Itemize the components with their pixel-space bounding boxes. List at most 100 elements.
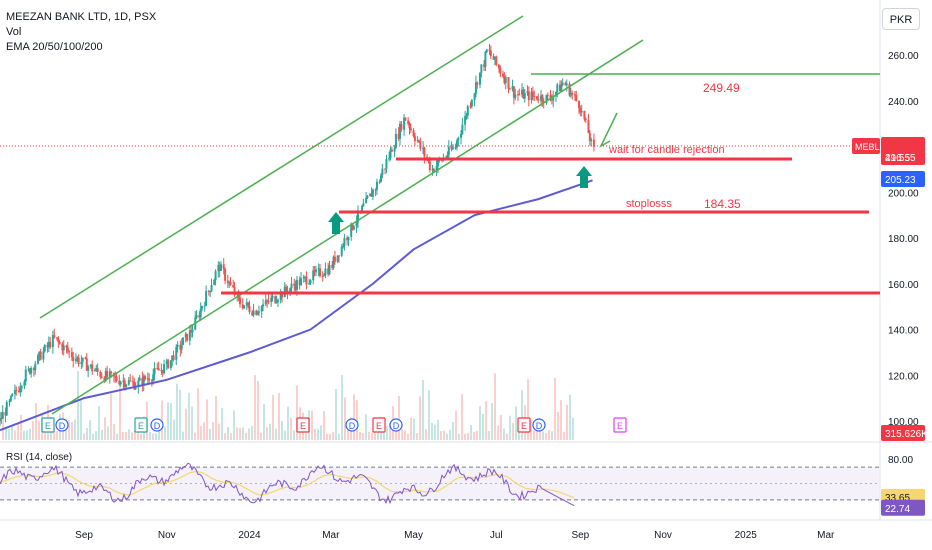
- volume-bar: [440, 431, 442, 440]
- volume-bar: [11, 425, 13, 440]
- volume-bar: [119, 384, 121, 440]
- volume-bar: [77, 371, 79, 440]
- volume-bar: [92, 433, 94, 440]
- volume-bar: [275, 428, 277, 440]
- candle-body: [256, 312, 259, 315]
- volume-bar: [38, 421, 40, 440]
- volume-bar: [566, 404, 568, 440]
- volume-bar: [188, 392, 190, 440]
- symbol-title[interactable]: MEEZAN BANK LTD, 1D, PSX: [6, 11, 157, 23]
- candle-body: [423, 147, 426, 157]
- volume-bar: [257, 380, 259, 440]
- volume-bar: [554, 377, 556, 440]
- candle-body: [514, 94, 517, 98]
- candle-body: [337, 255, 340, 257]
- candle-body: [290, 283, 293, 289]
- candle-body: [412, 130, 415, 137]
- volume-bar: [209, 428, 211, 440]
- candle-body: [579, 108, 582, 113]
- event-marker-label: E: [45, 421, 51, 431]
- candle-body: [19, 388, 22, 392]
- volume-bar: [452, 421, 454, 440]
- candle-body: [537, 99, 540, 101]
- volume-bar: [5, 426, 7, 440]
- candle-body: [571, 92, 574, 95]
- volume-bar: [242, 427, 244, 440]
- candle-body: [30, 368, 33, 374]
- ema-indicator-label[interactable]: EMA 20/50/100/200: [6, 41, 103, 53]
- volume-bar: [314, 428, 316, 440]
- candle-body: [93, 370, 96, 372]
- candle-body: [375, 181, 378, 190]
- volume-bar: [521, 390, 523, 440]
- candle-body: [454, 147, 457, 149]
- candle-body: [0, 418, 1, 421]
- volume-bar: [305, 433, 307, 440]
- candle-body: [264, 300, 267, 305]
- candle-body: [176, 344, 179, 347]
- candle-body: [590, 139, 593, 142]
- candle-body: [328, 264, 331, 275]
- volume-bar: [56, 431, 58, 440]
- candle-body: [62, 345, 65, 351]
- candle-body: [541, 95, 544, 102]
- candle-body: [274, 296, 277, 303]
- volume-indicator-label[interactable]: Vol: [6, 26, 22, 38]
- candle-body: [179, 344, 182, 350]
- candle-body: [384, 168, 387, 170]
- candle-body: [550, 99, 553, 101]
- volume-bar: [494, 373, 496, 440]
- candle-body: [49, 341, 52, 348]
- candle-body: [497, 64, 500, 69]
- candle-body: [43, 344, 46, 352]
- volume-bar: [86, 428, 88, 440]
- candle-body: [362, 203, 365, 207]
- volume-bar: [560, 400, 562, 440]
- volume-bar: [353, 394, 355, 440]
- candle-body: [77, 357, 80, 365]
- rsi-indicator-label[interactable]: RSI (14, close): [6, 452, 73, 463]
- volume-bar: [365, 414, 367, 440]
- volume-bar: [185, 408, 187, 440]
- volume-bar: [224, 433, 226, 440]
- candle-body: [260, 306, 263, 312]
- candle-body: [317, 268, 320, 270]
- candle-body: [152, 374, 155, 381]
- candle-body: [464, 116, 467, 125]
- rsi-line: [0, 462, 575, 507]
- volume-bar: [203, 422, 205, 440]
- volume-bar: [272, 394, 274, 440]
- candle-body: [95, 368, 98, 371]
- candle-body: [502, 73, 505, 77]
- candle-body: [293, 283, 296, 286]
- symbol-badge-bg: [852, 138, 880, 154]
- volume-bar: [500, 414, 502, 440]
- volume-bar: [491, 403, 493, 440]
- volume-bar: [137, 430, 139, 440]
- candle-body: [323, 275, 326, 277]
- volume-bar: [278, 392, 280, 440]
- volume-bar: [68, 420, 70, 440]
- currency-selector[interactable]: PKR: [882, 8, 920, 30]
- candle-body: [336, 255, 339, 262]
- candle-body: [504, 77, 507, 84]
- candle-body: [522, 89, 525, 99]
- candle-body: [210, 285, 213, 292]
- volume-bar: [329, 433, 331, 440]
- candle-body: [416, 140, 419, 142]
- candle-body: [374, 189, 377, 191]
- candle-body: [138, 377, 141, 381]
- candle-body: [133, 381, 136, 390]
- candle-body: [361, 206, 364, 211]
- candle-body: [432, 168, 435, 172]
- volume-bar: [287, 406, 289, 440]
- time-tick-label: 2024: [238, 530, 261, 541]
- rsi-value-badge-bg: [881, 499, 925, 516]
- candle-body: [399, 123, 401, 139]
- volume-bar: [416, 433, 418, 440]
- volume-bar: [317, 428, 319, 440]
- candle-body: [255, 310, 258, 315]
- candle-body: [153, 367, 156, 375]
- candle-body: [243, 305, 246, 309]
